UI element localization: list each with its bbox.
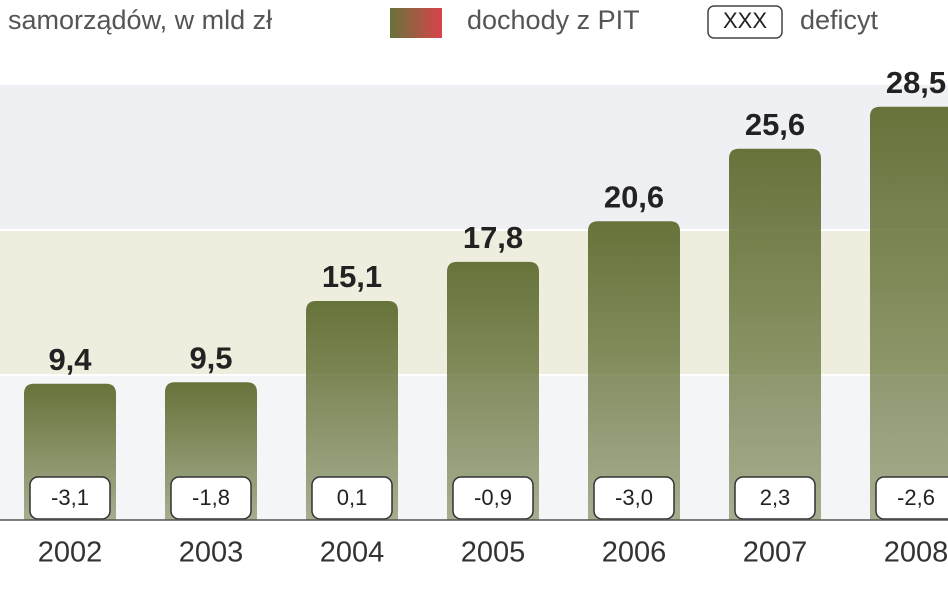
bar <box>729 148 821 521</box>
legend-swatch <box>390 8 442 38</box>
x-tick-label: 2004 <box>320 537 385 569</box>
deficit-label: 2,3 <box>760 485 791 510</box>
deficit-label: 0,1 <box>337 485 368 510</box>
value-label: 15,1 <box>322 259 382 294</box>
legend-sample: XXX <box>723 8 767 33</box>
value-label: 9,5 <box>189 340 232 375</box>
x-tick-label: 2003 <box>179 537 244 569</box>
x-tick-label: 2002 <box>38 537 103 569</box>
bar <box>870 106 948 520</box>
bar <box>588 221 680 521</box>
bar <box>447 261 539 520</box>
x-tick-label: 2005 <box>461 537 526 569</box>
deficit-box <box>593 476 675 520</box>
deficit-box <box>734 476 816 520</box>
x-tick-label: 2008 <box>884 537 948 569</box>
deficit-label: -3,1 <box>51 485 89 510</box>
deficit-label: -2,6 <box>897 485 935 510</box>
deficit-label: -3,0 <box>615 485 653 510</box>
x-tick-label: 2006 <box>602 537 667 569</box>
deficit-box <box>311 476 393 520</box>
legend-label: deficyt <box>800 5 879 35</box>
bar <box>306 301 398 520</box>
value-label: 17,8 <box>463 220 523 255</box>
value-label: 9,4 <box>48 342 92 377</box>
value-label: 25,6 <box>745 107 805 142</box>
deficit-box <box>170 476 252 520</box>
legend-box <box>707 5 783 39</box>
chart-title: samorządów, w mld zł <box>8 5 272 35</box>
deficit-box <box>875 476 948 520</box>
deficit-label: -1,8 <box>192 485 230 510</box>
value-label: 28,5 <box>886 65 946 100</box>
legend-label: dochody z PIT <box>467 5 640 35</box>
x-tick-label: 2007 <box>743 537 808 569</box>
deficit-box <box>29 476 111 520</box>
deficit-label: -0,9 <box>474 485 512 510</box>
deficit-box <box>452 476 534 520</box>
value-label: 20,6 <box>604 179 664 214</box>
